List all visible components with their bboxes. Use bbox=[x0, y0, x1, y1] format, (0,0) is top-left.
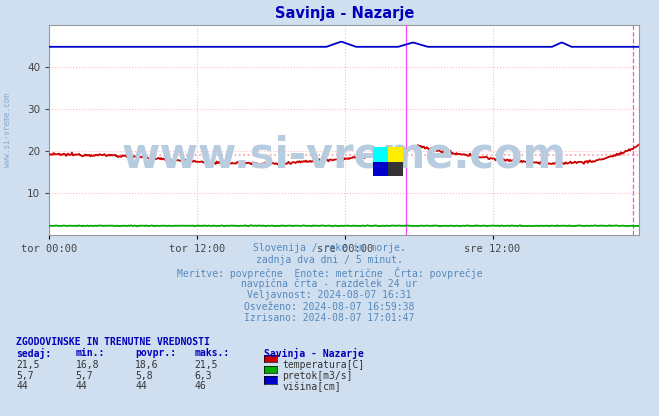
Text: temperatura[C]: temperatura[C] bbox=[282, 360, 364, 370]
Text: Meritve: povprečne  Enote: metrične  Črta: povprečje: Meritve: povprečne Enote: metrične Črta:… bbox=[177, 267, 482, 279]
Text: 44: 44 bbox=[16, 381, 28, 391]
Text: 6,3: 6,3 bbox=[194, 371, 212, 381]
Bar bbox=[372, 161, 388, 176]
Text: 46: 46 bbox=[194, 381, 206, 391]
Text: min.:: min.: bbox=[76, 348, 105, 358]
Title: Savinja - Nazarje: Savinja - Nazarje bbox=[275, 6, 414, 21]
Text: 5,8: 5,8 bbox=[135, 371, 153, 381]
Text: zadnja dva dni / 5 minut.: zadnja dva dni / 5 minut. bbox=[256, 255, 403, 265]
Text: 21,5: 21,5 bbox=[194, 360, 218, 370]
Text: Veljavnost: 2024-08-07 16:31: Veljavnost: 2024-08-07 16:31 bbox=[247, 290, 412, 300]
Text: Slovenija / reke in morje.: Slovenija / reke in morje. bbox=[253, 243, 406, 253]
Text: Osveženo: 2024-08-07 16:59:38: Osveženo: 2024-08-07 16:59:38 bbox=[244, 302, 415, 312]
Text: Savinja - Nazarje: Savinja - Nazarje bbox=[264, 348, 364, 359]
Text: maks.:: maks.: bbox=[194, 348, 229, 358]
Text: 5,7: 5,7 bbox=[16, 371, 34, 381]
Text: 44: 44 bbox=[76, 381, 88, 391]
Text: ZGODOVINSKE IN TRENUTNE VREDNOSTI: ZGODOVINSKE IN TRENUTNE VREDNOSTI bbox=[16, 337, 210, 347]
Text: višina[cm]: višina[cm] bbox=[282, 381, 341, 392]
Bar bbox=[388, 161, 403, 176]
Text: 21,5: 21,5 bbox=[16, 360, 40, 370]
Text: www.si-vreme.com: www.si-vreme.com bbox=[122, 134, 567, 176]
Bar bbox=[372, 147, 388, 161]
Text: 5,7: 5,7 bbox=[76, 371, 94, 381]
Bar bbox=[388, 147, 403, 161]
Text: 44: 44 bbox=[135, 381, 147, 391]
Text: sedaj:: sedaj: bbox=[16, 348, 51, 359]
Text: Izrisano: 2024-08-07 17:01:47: Izrisano: 2024-08-07 17:01:47 bbox=[244, 313, 415, 323]
Text: navpična črta - razdelek 24 ur: navpična črta - razdelek 24 ur bbox=[241, 278, 418, 289]
Text: 18,6: 18,6 bbox=[135, 360, 159, 370]
Text: povpr.:: povpr.: bbox=[135, 348, 176, 358]
Text: pretok[m3/s]: pretok[m3/s] bbox=[282, 371, 353, 381]
Text: 16,8: 16,8 bbox=[76, 360, 100, 370]
Text: www.si-vreme.com: www.si-vreme.com bbox=[3, 93, 13, 167]
